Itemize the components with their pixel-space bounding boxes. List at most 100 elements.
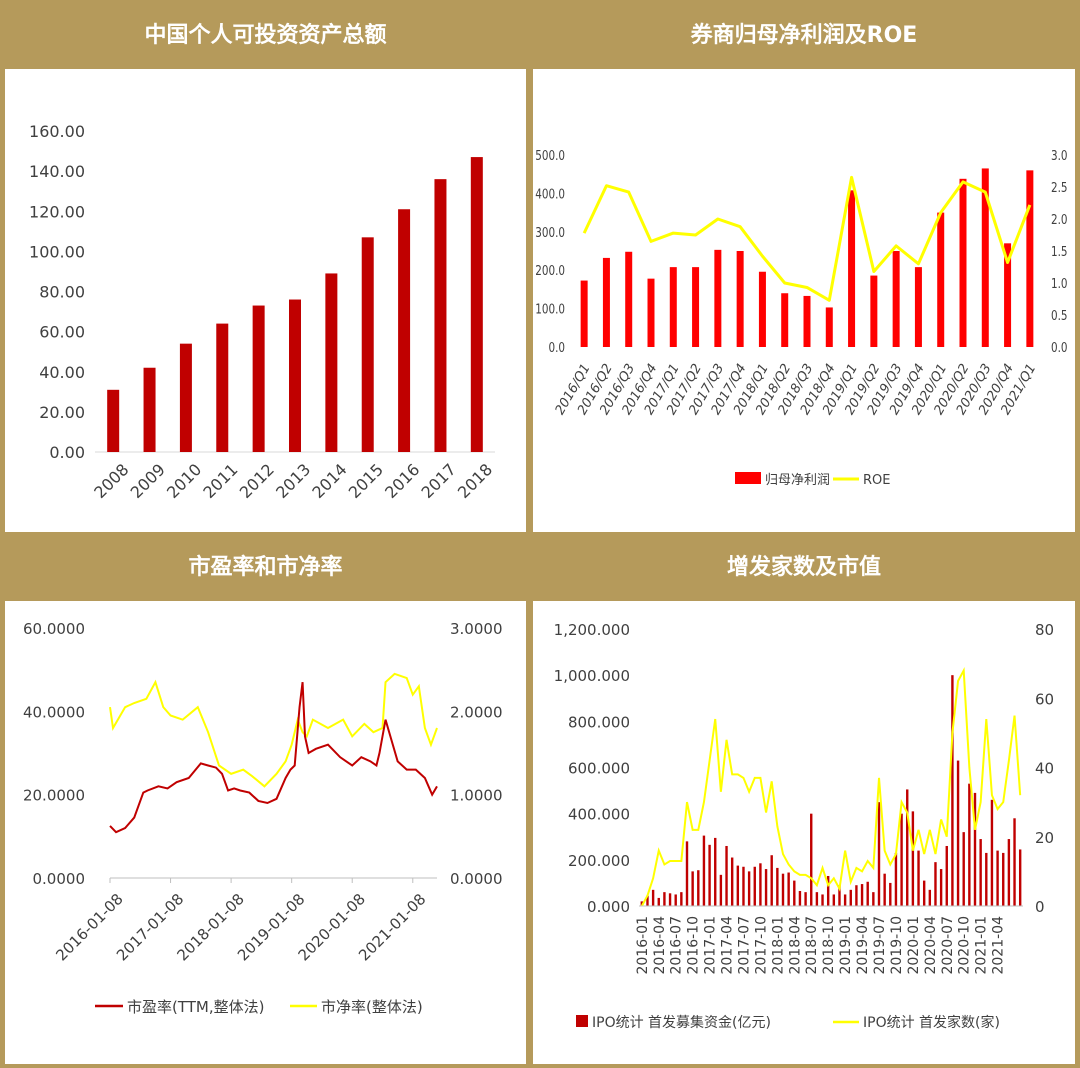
ipo-funds-bar bbox=[731, 858, 733, 906]
ipo-funds-bar bbox=[771, 855, 773, 906]
asset-bar-chart: 0.0020.0040.0060.0080.00100.00120.00140.… bbox=[5, 69, 526, 532]
bar bbox=[362, 237, 374, 452]
bar bbox=[289, 300, 301, 452]
panel2-header: 券商归母净利润及ROE bbox=[531, 3, 1077, 69]
ipo-funds-bar bbox=[850, 890, 852, 906]
profit-bar bbox=[960, 179, 967, 347]
x-tick-label: 2017-10 bbox=[753, 916, 769, 975]
ipo-funds-bar bbox=[737, 866, 739, 906]
y-left-tick-label: 20.0000 bbox=[23, 787, 85, 805]
y-right-tick-label: 20 bbox=[1035, 829, 1054, 847]
profit-bar bbox=[714, 250, 721, 347]
ipo-funds-bar bbox=[748, 871, 750, 906]
x-tick-label: 2011 bbox=[199, 460, 241, 502]
ipo-funds-bar bbox=[957, 761, 959, 906]
profit-bar bbox=[893, 251, 900, 347]
y-right-tick-label: 0.5 bbox=[1051, 308, 1068, 323]
ipo-funds-bar bbox=[759, 863, 761, 906]
bar bbox=[253, 306, 265, 452]
y-left-tick-label: 600.000 bbox=[568, 760, 630, 778]
ipo-funds-bar bbox=[963, 832, 965, 906]
bar bbox=[325, 273, 337, 452]
ipo-funds-bar bbox=[810, 814, 812, 906]
ipo-funds-bar bbox=[754, 867, 756, 906]
y-tick-label: 100.00 bbox=[29, 242, 85, 261]
ipo-funds-bar bbox=[895, 853, 897, 906]
x-tick-label: 2019-07 bbox=[872, 916, 888, 975]
x-tick-label: 2008 bbox=[90, 460, 132, 502]
y-tick-label: 160.00 bbox=[29, 122, 85, 141]
ipo-funds-bar bbox=[793, 881, 795, 906]
x-tick-label: 2016 bbox=[381, 460, 423, 502]
legend-bar-label: IPO统计 首发募集资金(亿元) bbox=[592, 1014, 771, 1031]
legend-pe-label: 市盈率(TTM,整体法) bbox=[127, 998, 264, 1016]
ipo-funds-bar bbox=[799, 891, 801, 906]
legend-bar-swatch bbox=[735, 472, 761, 484]
bar bbox=[434, 179, 446, 452]
legend-bar-swatch bbox=[576, 1015, 588, 1027]
panel3-chart-area: 0.0000 20.0000 40.0000 60.0000 0.0000 1.0000 2… bbox=[5, 601, 526, 1064]
y-right-tick-label: 3.0 bbox=[1051, 148, 1068, 163]
ipo-funds-bar bbox=[1008, 839, 1010, 906]
profit-bar bbox=[915, 267, 922, 347]
x-tick-label: 2010 bbox=[163, 460, 205, 502]
x-tick-label: 2020-07 bbox=[940, 916, 956, 975]
x-tick-label: 2018-10 bbox=[821, 916, 837, 975]
y-left-tick-label: 0.000 bbox=[587, 898, 630, 916]
legend-line-label: IPO统计 首发家数(家) bbox=[863, 1014, 1000, 1031]
profit-bar bbox=[937, 213, 944, 347]
ipo-funds-bar bbox=[708, 845, 710, 906]
ipo-funds-bar bbox=[991, 800, 993, 906]
y-left-tick-label: 200.0 bbox=[535, 263, 565, 278]
y-right-tick-label: 80 bbox=[1035, 621, 1054, 639]
y-right-tick-label: 2.5 bbox=[1051, 180, 1068, 195]
panel1-header: 中国个人可投资资产总额 bbox=[3, 3, 528, 69]
ipo-funds-bar bbox=[1019, 849, 1021, 906]
ipo-funds-bar bbox=[923, 881, 925, 906]
profit-bar bbox=[648, 279, 655, 347]
ipo-funds-bar bbox=[816, 892, 818, 906]
x-tick-label: 2021-04 bbox=[991, 916, 1007, 975]
y-left-tick-label: 1,000.000 bbox=[554, 667, 630, 685]
y-tick-label: 80.00 bbox=[39, 283, 85, 302]
panel4-title: 增发家数及市值 bbox=[727, 555, 881, 580]
y-left-tick-label: 800.000 bbox=[568, 713, 630, 731]
y-right-tick-label: 1.0000 bbox=[450, 787, 503, 805]
y-tick-label: 40.00 bbox=[39, 363, 85, 382]
x-tick-label: 2017 bbox=[418, 460, 460, 502]
ipo-funds-bar bbox=[883, 874, 885, 906]
panel4-header: 增发家数及市值 bbox=[531, 535, 1077, 601]
y-left-tick-label: 1,200.000 bbox=[554, 621, 630, 639]
pe-pb-line-chart: 0.000020.000040.000060.00000.00001.00002… bbox=[5, 601, 526, 1064]
x-tick-label: 2018-04 bbox=[787, 916, 803, 975]
x-tick-label: 2018 bbox=[454, 460, 496, 502]
ipo-funds-bar bbox=[765, 869, 767, 906]
y-right-tick-label: 1.5 bbox=[1051, 244, 1068, 259]
y-tick-label: 140.00 bbox=[29, 162, 85, 181]
ipo-funds-bar bbox=[1013, 818, 1015, 906]
ipo-funds-bar bbox=[1002, 853, 1004, 906]
legend-line-label: ROE bbox=[863, 473, 890, 488]
y-right-tick-label: 1.0 bbox=[1051, 276, 1068, 291]
ipo-funds-bar bbox=[686, 841, 688, 906]
y-right-tick-label: 0.0 bbox=[1051, 340, 1068, 355]
ipo-funds-bar bbox=[691, 871, 693, 906]
ipo-funds-bar bbox=[906, 789, 908, 906]
profit-bar bbox=[692, 267, 699, 347]
bar bbox=[180, 344, 192, 452]
x-tick-label: 2020-10 bbox=[957, 916, 973, 975]
y-tick-label: 120.00 bbox=[29, 202, 85, 221]
ipo-funds-bar bbox=[912, 811, 914, 906]
y-left-tick-label: 400.0 bbox=[535, 186, 565, 201]
ipo-funds-bar bbox=[675, 894, 677, 906]
profit-bar bbox=[737, 251, 744, 347]
x-tick-label: 2016-04 bbox=[652, 916, 668, 975]
bar bbox=[144, 368, 156, 452]
ipo-funds-bar bbox=[929, 890, 931, 906]
profit-bar bbox=[1026, 170, 1033, 347]
panel2-title: 券商归母净利润及ROE bbox=[691, 23, 918, 48]
x-tick-label: 2017-07 bbox=[736, 916, 752, 975]
ipo-funds-bar bbox=[855, 885, 857, 906]
broker-profit-roe-chart: 0.0 100.0 200.0 300.0 400.0 500.0 0.0 0.5 1.0 1.5… bbox=[533, 69, 1075, 532]
bar bbox=[471, 157, 483, 452]
